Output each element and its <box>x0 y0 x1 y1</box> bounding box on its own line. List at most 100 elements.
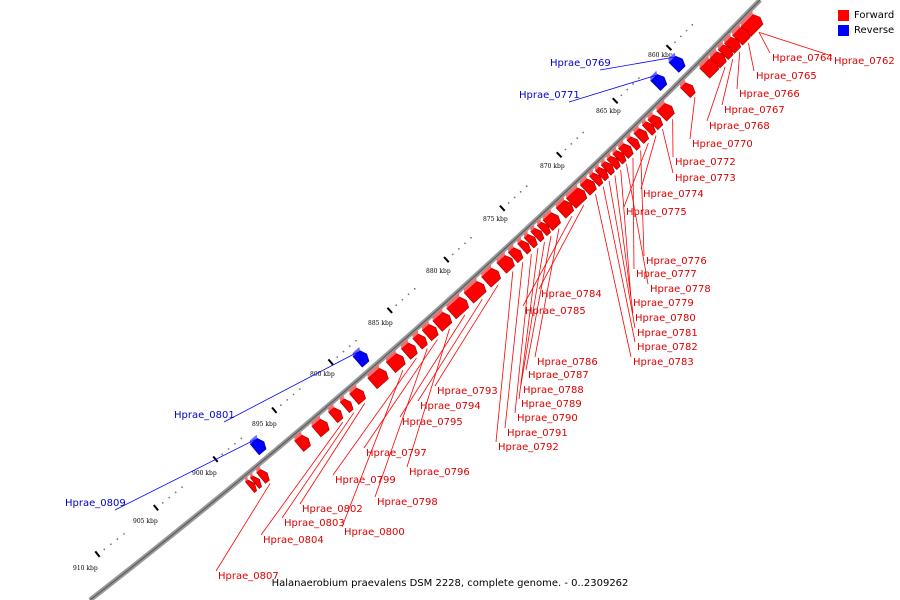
leader-line <box>662 129 674 174</box>
forward-gene <box>633 125 650 144</box>
tick-label: 895 kbp <box>252 421 277 428</box>
minor-tick <box>620 94 623 97</box>
tick-mark <box>386 307 393 314</box>
forward-gene <box>481 264 502 288</box>
reverse-gene-label: Hprae_0809 <box>65 498 126 509</box>
leader-line <box>595 193 632 358</box>
leader-line <box>514 254 532 414</box>
leader-line-reverse <box>568 75 656 103</box>
leader-line <box>538 204 585 290</box>
leader-line <box>640 150 645 257</box>
forward-gene-label: Hprae_0762 <box>834 56 895 67</box>
forward-gene-label: Hprae_0793 <box>437 386 498 397</box>
legend-reverse-label: Reverse <box>854 25 895 36</box>
tick-label: 870 kbp <box>540 163 565 170</box>
forward-gene-label: Hprae_0768 <box>709 121 770 132</box>
forward-gene <box>542 209 561 231</box>
forward-gene-label: Hprae_0794 <box>420 401 481 412</box>
forward-gene <box>328 403 344 424</box>
leader-line <box>632 157 635 270</box>
minor-tick <box>109 543 112 546</box>
tick-label: 885 kbp <box>368 320 393 327</box>
tick-label: 880 kbp <box>426 268 451 275</box>
forward-gene-label: Hprae_0796 <box>409 467 470 478</box>
leader-line <box>341 369 404 528</box>
forward-gene-label: Hprae_0766 <box>739 89 800 100</box>
forward-gene-label: Hprae_0795 <box>402 417 463 428</box>
forward-gene <box>463 277 487 304</box>
forward-gene-label: Hprae_0790 <box>517 413 578 424</box>
forward-gene <box>656 99 675 122</box>
leader-line <box>332 357 417 476</box>
leader-line <box>374 348 428 498</box>
leader-line-reverse <box>599 56 675 71</box>
minor-tick <box>637 77 640 80</box>
forward-gene-label: Hprae_0804 <box>263 535 324 546</box>
forward-gene <box>626 133 641 151</box>
leader-line <box>434 284 499 387</box>
minor-tick <box>582 131 585 134</box>
minor-tick <box>564 148 567 151</box>
legend: Forward Reverse <box>838 8 894 38</box>
forward-gene <box>339 395 354 414</box>
forward-gene <box>385 349 406 373</box>
forward-gene <box>600 158 615 176</box>
leader-line-reverse <box>114 439 256 511</box>
backbone-arc-edge <box>89 0 761 600</box>
minor-tick <box>168 496 171 499</box>
forward-gene <box>606 152 621 171</box>
forward-gene-label: Hprae_0775 <box>626 207 687 218</box>
minor-tick <box>632 83 634 85</box>
minor-tick <box>221 453 224 456</box>
tick-mark <box>443 256 450 263</box>
forward-gene <box>709 48 727 69</box>
minor-tick <box>525 185 528 188</box>
leader-line <box>706 66 726 122</box>
minor-tick <box>292 393 295 396</box>
reverse-gene-label: Hprae_0769 <box>550 58 611 69</box>
minor-tick <box>123 532 125 535</box>
minor-tick <box>451 253 454 256</box>
forward-gene <box>421 320 439 342</box>
minor-tick <box>355 339 357 342</box>
leader-line <box>522 216 573 307</box>
leader-line <box>406 328 450 468</box>
forward-gene <box>400 339 418 360</box>
forward-gene-label: Hprae_0786 <box>537 357 598 368</box>
minor-tick <box>174 491 177 494</box>
forward-gene <box>612 146 627 165</box>
tick-mark <box>271 406 278 414</box>
forward-gene <box>641 118 657 136</box>
forward-gene-label: Hprae_0774 <box>643 189 704 200</box>
forward-gene-label: Hprae_0791 <box>507 428 568 439</box>
leader-line <box>504 262 524 429</box>
minor-tick <box>570 142 573 145</box>
forward-gene <box>523 230 538 249</box>
forward-gene-label: Hprae_0777 <box>636 269 697 280</box>
forward-gene-label: Hprae_0788 <box>523 385 584 396</box>
forward-gene-label: Hprae_0792 <box>498 442 559 453</box>
minor-tick <box>413 287 416 290</box>
forward-gene-label: Hprae_0802 <box>302 504 363 515</box>
minor-tick <box>507 202 510 204</box>
leader-line <box>495 271 514 443</box>
tick-mark <box>499 205 506 212</box>
forward-gene <box>496 251 515 274</box>
leader-line <box>299 403 366 505</box>
forward-gene <box>617 140 634 159</box>
leader-line <box>602 186 636 343</box>
minor-tick <box>457 247 460 250</box>
forward-gene-label: Hprae_0765 <box>756 71 817 82</box>
forward-gene <box>588 169 604 187</box>
forward-gene <box>432 308 453 332</box>
genome-caption: Halanaerobium praevalens DSM 2228, compl… <box>271 578 629 589</box>
minor-tick <box>103 548 106 551</box>
forward-gene <box>699 55 720 79</box>
forward-gene-label: Hprae_0783 <box>633 357 694 368</box>
forward-gene <box>349 384 366 405</box>
minor-tick <box>161 501 164 504</box>
minor-tick <box>336 356 339 358</box>
reverse-gene <box>352 347 370 368</box>
forward-gene-label: Hprae_0770 <box>692 139 753 150</box>
